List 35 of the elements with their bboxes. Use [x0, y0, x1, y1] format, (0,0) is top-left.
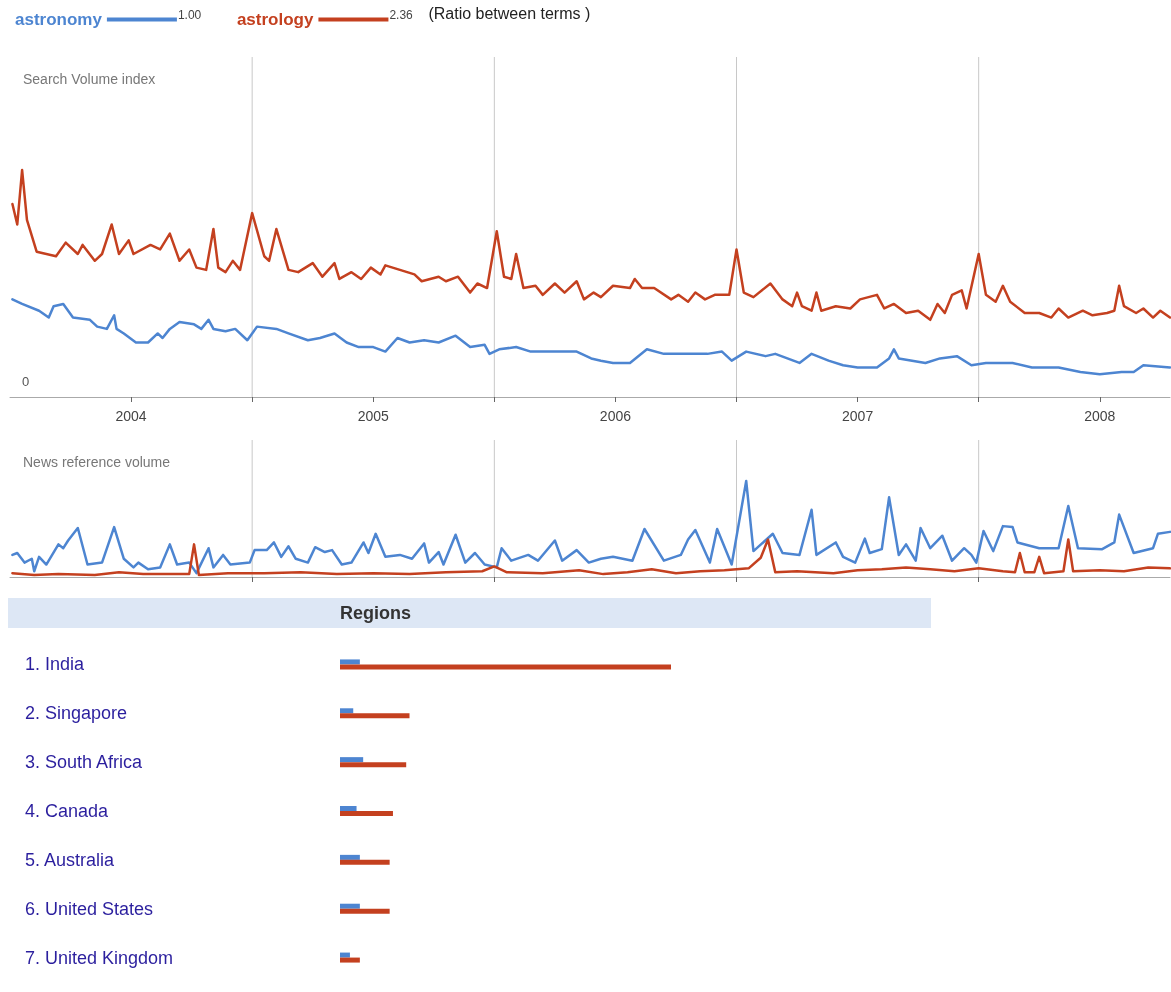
chart-title: Search Volume index [23, 71, 156, 87]
bar [340, 713, 410, 719]
bar [340, 664, 671, 670]
x-tick-label: 2005 [357, 408, 390, 424]
bar [340, 908, 390, 914]
x-tick-label: 2006 [599, 408, 632, 424]
y-tick-label: 6. United States [25, 898, 154, 919]
legend-label: astrology [236, 10, 314, 29]
bar [340, 859, 390, 865]
bar [340, 762, 407, 768]
y-tick-label: 3. South Africa [25, 752, 144, 773]
x-tick-label: 2008 [1084, 408, 1116, 424]
bar [340, 757, 364, 763]
y-tick-label: 7. United Kingdom [25, 947, 174, 968]
text: (Ratio between terms ) [428, 4, 591, 22]
bar [340, 903, 360, 909]
chart-title: Regions [340, 603, 412, 623]
x-tick-label: 2007 [842, 408, 874, 424]
annotation: 0 [22, 374, 30, 389]
bar [340, 952, 350, 958]
bar [340, 854, 360, 860]
bar [340, 659, 360, 665]
text: 2.36 [389, 8, 414, 22]
chart-title: News reference volume [23, 454, 171, 470]
y-tick-label: 4. Canada [25, 801, 110, 821]
y-tick-label: 2. Singapore [25, 703, 128, 724]
text: 1.00 [177, 8, 202, 22]
x-tick-label: 2004 [115, 408, 147, 424]
bar [340, 811, 393, 816]
y-tick-label: 5. Australia [25, 849, 116, 870]
legend-label: astronomy [14, 10, 103, 29]
bar [340, 806, 357, 811]
bar [340, 957, 360, 963]
y-tick-label: 1. India [25, 654, 86, 675]
bar [340, 708, 354, 714]
